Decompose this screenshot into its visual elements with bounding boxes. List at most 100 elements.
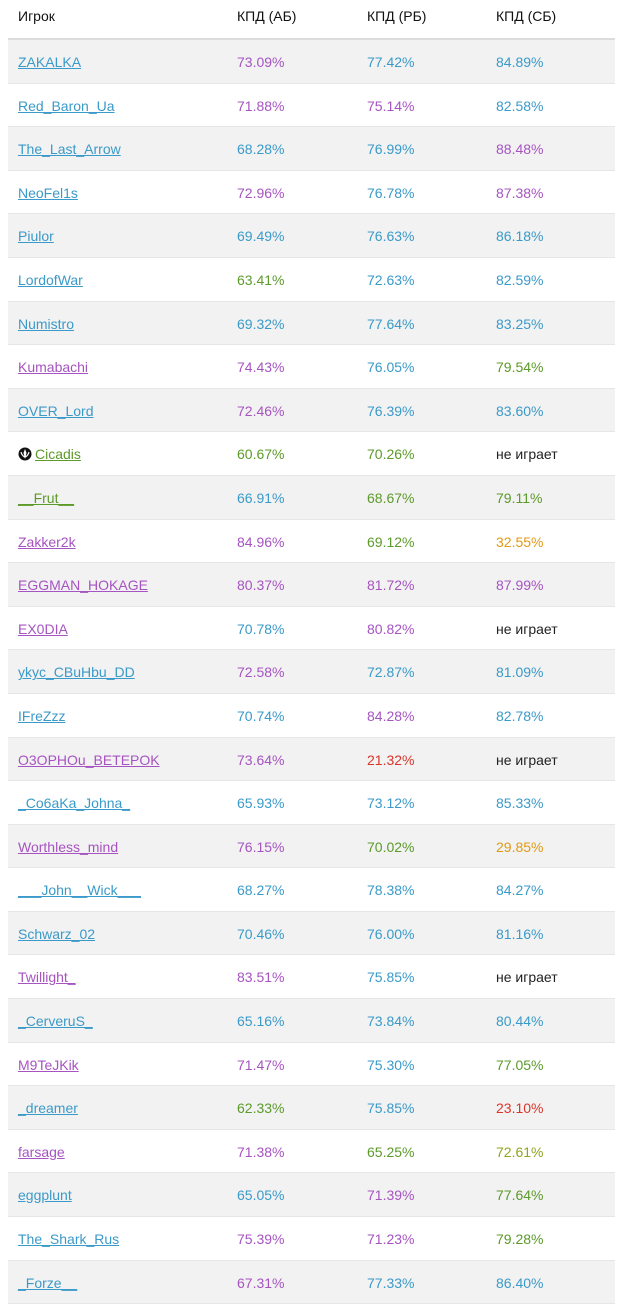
table-row: ___John__Wick___ 68.27% 78.38% 84.27% — [8, 868, 615, 912]
kpd-sb-value: 81.09% — [496, 664, 544, 681]
header-player[interactable]: Игрок — [18, 8, 55, 24]
player-name-link[interactable]: The_Last_Arrow — [18, 141, 121, 158]
table-row: LordofWar 63.41% 72.63% 82.59% — [8, 258, 615, 302]
player-cell: _Forze__ — [18, 1275, 77, 1291]
kpd-rb-value: 81.72% — [367, 577, 415, 594]
player-name-link[interactable]: OVER_Lord — [18, 402, 94, 419]
player-name-link[interactable]: Twillight_ — [18, 969, 76, 986]
kpd-sb-value: 87.38% — [496, 184, 544, 201]
player-cell: OVER_Lord — [18, 403, 93, 419]
player-cell: Schwarz_02 — [18, 926, 95, 942]
kpd-sb-value: 72.61% — [496, 1143, 544, 1160]
player-cell: _dreamer — [18, 1100, 78, 1116]
player-name-link[interactable]: Worthless_mind — [18, 838, 119, 855]
kpd-ab-value: 65.05% — [237, 1187, 285, 1204]
table-row: Worthless_mind 76.15% 70.02% 29.85% — [8, 824, 615, 869]
kpd-rb-value: 75.85% — [367, 969, 415, 986]
player-name-link[interactable]: __Frut__ — [18, 489, 75, 506]
table-row: ZAKALKA 73.09% 77.42% 84.89% — [8, 40, 615, 84]
table-row: Cicadis 60.67% 70.26% не играет — [8, 432, 615, 476]
player-name-link[interactable]: ZAKALKA — [18, 54, 82, 70]
kpd-rb-value: 76.78% — [367, 184, 415, 201]
player-cell: EX0DIA — [18, 621, 68, 637]
table-row: Kumabachi 74.43% 76.05% 79.54% — [8, 345, 615, 389]
kpd-rb-value: 76.39% — [367, 402, 415, 419]
player-cell: __Frut__ — [18, 490, 74, 506]
player-name-link[interactable]: The_Shark_Rus — [18, 1231, 120, 1248]
table-row: NeoFel1s 72.96% 76.78% 87.38% — [8, 171, 615, 215]
player-name-link[interactable]: eggplunt — [18, 1187, 72, 1204]
kpd-ab-value: 68.27% — [237, 882, 285, 899]
player-name-link[interactable]: LordofWar — [18, 271, 83, 288]
player-name-link[interactable]: Kumabachi — [18, 359, 89, 376]
table-row: O3OPHOu_BETEPOK 73.64% 21.32% не играет — [8, 737, 615, 782]
kpd-sb-value: 82.78% — [496, 707, 544, 724]
kpd-sb-value: не играет — [496, 751, 558, 768]
player-name-link[interactable]: Red_Baron_Ua — [18, 97, 115, 114]
table-row: The_Shark_Rus 75.39% 71.23% 79.28% — [8, 1217, 615, 1261]
kpd-rb-value: 77.64% — [367, 315, 415, 332]
table-header: Игрок КПД (АБ) КПД (РБ) КПД (СБ) — [8, 0, 615, 40]
kpd-sb-value: 83.25% — [496, 315, 544, 332]
player-name-link[interactable]: M9TeJKik — [18, 1056, 79, 1073]
kpd-ab-value: 83.51% — [237, 969, 285, 986]
kpd-rb-value: 72.87% — [367, 664, 415, 681]
kpd-ab-value: 63.41% — [237, 271, 285, 288]
player-name-link[interactable]: Schwarz_02 — [18, 925, 96, 942]
player-name-link[interactable]: EGGMAN_HOKAGE — [18, 577, 148, 594]
player-cell: Twillight_ — [18, 969, 76, 985]
player-cell: LordofWar — [18, 272, 83, 288]
player-cell: M9TeJKik — [18, 1057, 79, 1073]
kpd-sb-value: 80.44% — [496, 1013, 544, 1030]
kpd-ab-value: 71.88% — [237, 97, 285, 114]
player-name-link[interactable]: ___John__Wick___ — [18, 882, 141, 899]
header-kpd-sb[interactable]: КПД (СБ) — [496, 8, 557, 24]
table-body: ZAKALKA 73.09% 77.42% 84.89% Red_Baron_Ua 71.… — [8, 40, 615, 1304]
kpd-sb-value: не играет — [496, 446, 558, 463]
player-cell: O3OPHOu_BETEPOK — [18, 752, 160, 768]
header-kpd-ab[interactable]: КПД (АБ) — [237, 8, 297, 24]
kpd-sb-value: не играет — [496, 969, 558, 986]
player-cell: The_Shark_Rus — [18, 1231, 119, 1247]
kpd-sb-value: 29.85% — [496, 838, 544, 855]
kpd-rb-value: 78.38% — [367, 882, 415, 899]
player-name-link[interactable]: Zakker2k — [18, 533, 76, 550]
player-name-link[interactable]: O3OPHOu_BETEPOK — [18, 751, 160, 768]
kpd-sb-value: 88.48% — [496, 141, 544, 158]
player-name-link[interactable]: Cicadis — [35, 446, 81, 463]
player-name-link[interactable]: NeoFel1s — [18, 184, 78, 201]
player-name-link[interactable]: IFreZzz — [18, 707, 66, 724]
kpd-rb-value: 21.32% — [367, 751, 415, 768]
header-kpd-rb[interactable]: КПД (РБ) — [367, 8, 427, 24]
player-cell: farsage — [18, 1144, 65, 1160]
player-name-link[interactable]: Piulor — [18, 228, 54, 245]
kpd-ab-value: 70.74% — [237, 707, 285, 724]
kpd-ab-value: 68.28% — [237, 141, 285, 158]
kpd-ab-value: 76.15% — [237, 838, 285, 855]
kpd-rb-value: 68.67% — [367, 489, 415, 506]
player-name-link[interactable]: farsage — [18, 1143, 65, 1160]
player-name-link[interactable]: _Co6aKa_Johna_ — [18, 795, 131, 812]
kpd-sb-value: 87.99% — [496, 577, 544, 594]
kpd-ab-value: 73.09% — [237, 54, 285, 70]
kpd-rb-value: 76.63% — [367, 228, 415, 245]
player-cell: EGGMAN_HOKAGE — [18, 577, 148, 593]
kpd-rb-value: 77.42% — [367, 54, 415, 70]
kpd-sb-value: 77.64% — [496, 1187, 544, 1204]
kpd-ab-value: 67.31% — [237, 1274, 285, 1291]
player-name-link[interactable]: ykyc_CBuHbu_DD — [18, 664, 135, 681]
player-name-link[interactable]: _CerveruS_ — [18, 1013, 93, 1030]
player-cell: NeoFel1s — [18, 185, 78, 201]
player-cell: ykyc_CBuHbu_DD — [18, 664, 135, 680]
player-name-link[interactable]: _dreamer — [18, 1100, 78, 1117]
table-row: Red_Baron_Ua 71.88% 75.14% 82.58% — [8, 84, 615, 128]
player-name-link[interactable]: _Forze__ — [18, 1274, 78, 1291]
player-name-link[interactable]: Numistro — [18, 315, 75, 332]
kpd-ab-value: 70.46% — [237, 925, 285, 942]
player-name-link[interactable]: EX0DIA — [18, 620, 68, 637]
player-cell: Red_Baron_Ua — [18, 98, 115, 114]
table-row: _dreamer 62.33% 75.85% 23.10% — [8, 1086, 615, 1130]
player-cell: _Co6aKa_Johna_ — [18, 795, 130, 811]
kpd-ab-value: 72.96% — [237, 184, 285, 201]
kpd-sb-value: 79.11% — [496, 489, 543, 506]
